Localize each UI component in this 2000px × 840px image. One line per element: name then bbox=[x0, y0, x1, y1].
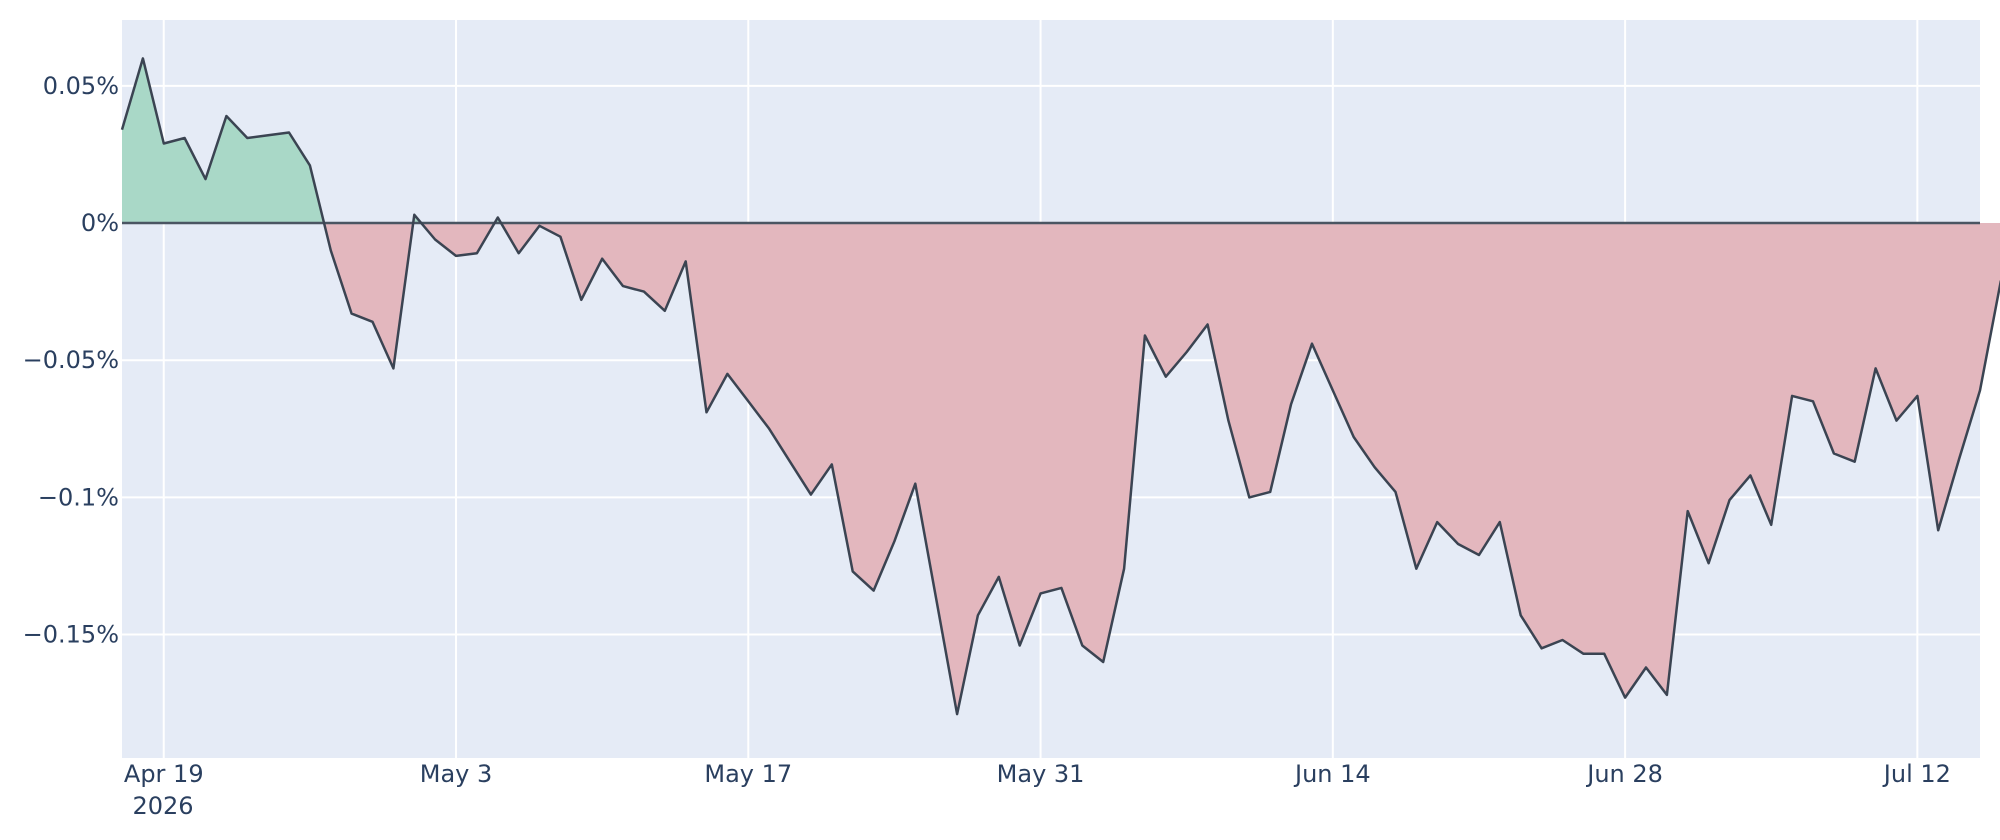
positive-area bbox=[122, 58, 325, 224]
negative-area bbox=[324, 223, 414, 369]
x-tick-label: May 17 bbox=[704, 760, 792, 788]
negative-area bbox=[421, 223, 495, 256]
area-fills bbox=[122, 58, 2000, 715]
negative-area bbox=[500, 223, 2000, 715]
x-tick-label: May 31 bbox=[997, 760, 1085, 788]
y-tick-label: −0.1% bbox=[38, 483, 119, 511]
series-line bbox=[120, 57, 2000, 716]
y-tick-label: −0.15% bbox=[23, 621, 119, 649]
x-axis: 2026 Apr 19 May 3 May 17 May 31 Jun 14 Jun 28… bbox=[124, 760, 1951, 820]
x-tick-label: Jun 28 bbox=[1585, 760, 1663, 788]
x-tick-label: Jul 12 bbox=[1882, 760, 1951, 788]
y-tick-label: 0% bbox=[81, 209, 119, 237]
y-axis: 0.05% 0% −0.05% −0.1% −0.15% bbox=[23, 72, 119, 649]
x-tick-label: Apr 19 bbox=[124, 760, 204, 788]
x-tick-label: Jun 14 bbox=[1293, 760, 1371, 788]
y-tick-label: 0.05% bbox=[43, 72, 119, 100]
x-tick-label: May 3 bbox=[420, 760, 493, 788]
y-tick-label: −0.05% bbox=[23, 346, 119, 374]
x-tick-year: 2026 bbox=[132, 792, 193, 820]
